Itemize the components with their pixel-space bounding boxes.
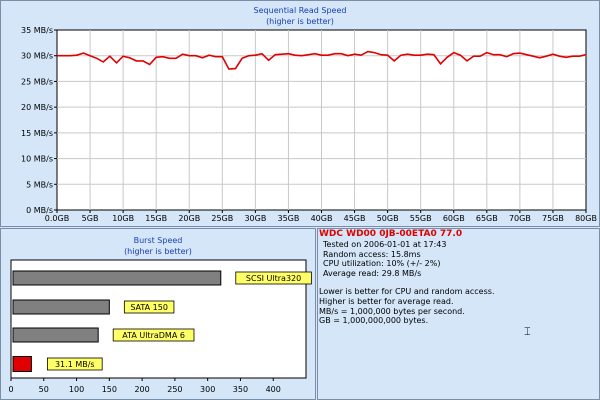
x-tick-label: 50GB <box>377 214 399 223</box>
burst-bar <box>12 356 32 372</box>
burst-x-tick-label: 200 <box>134 385 149 394</box>
x-tick-label: 45GB <box>344 214 366 223</box>
text-cursor-icon: ⌶ <box>524 325 531 338</box>
tested-date: Tested on 2006-01-01 at 17:43 <box>323 240 447 249</box>
burst-bar <box>12 299 110 315</box>
note-lower-better: Lower is better for CPU and random acces… <box>319 287 495 297</box>
burst-bar-label-box <box>123 300 175 314</box>
y-tick-label: 30 MB/s <box>21 52 53 61</box>
random-access: Random access: 15.8ms <box>323 249 421 259</box>
x-tick-label: 60GB <box>443 214 465 223</box>
burst-x-tick-label: 100 <box>69 385 84 394</box>
burst-bar-label: SATA 150 <box>130 303 168 312</box>
burst-bar <box>12 327 99 343</box>
drive-info: WDC WD00 0JB-00ETA0 77.0 Tested on 2006-… <box>319 229 597 326</box>
x-tick-label: 35GB <box>278 214 300 223</box>
x-tick-label: 10GB <box>112 214 134 223</box>
cpu-utilization: CPU utilization: 10% (+/- 2%) <box>323 259 441 269</box>
x-tick-label: 20GB <box>178 214 200 223</box>
x-tick-label: 80GB <box>575 214 597 223</box>
burst-bar-label: SCSI Ultra320 <box>246 274 301 283</box>
x-tick-label: 75GB <box>542 214 564 223</box>
x-tick-label: 15GB <box>145 214 167 223</box>
burst-x-tick-label: 0 <box>8 385 13 394</box>
note-mbs-def: MB/s = 1,000,000 bytes per second. <box>319 306 465 316</box>
x-tick-label: 0.0GB <box>45 214 69 223</box>
burst-bar-label-box <box>46 357 103 371</box>
burst-x-tick-label: 150 <box>102 385 117 394</box>
burst-bar-label: 31.1 MB/s <box>55 360 95 369</box>
y-tick-label: 35 MB/s <box>21 26 53 35</box>
average-read: Average read: 29.8 MB/s <box>323 268 422 278</box>
burst-x-tick-label: 250 <box>167 385 182 394</box>
burst-bar-label-box <box>112 328 195 342</box>
burst-x-tick-label: 400 <box>266 385 281 394</box>
y-tick-label: 15 MB/s <box>21 129 53 138</box>
x-tick-label: 25GB <box>211 214 233 223</box>
x-tick-label: 40GB <box>311 214 333 223</box>
burst-x-tick-label: 350 <box>233 385 248 394</box>
burst-title: Burst Speed <box>133 236 183 245</box>
x-tick-label: 65GB <box>476 214 498 223</box>
burst-subtitle: (higher is better) <box>124 247 192 256</box>
burst-bar <box>12 270 222 286</box>
x-tick-label: 30GB <box>244 214 266 223</box>
y-tick-label: 25 MB/s <box>21 77 53 86</box>
note-higher-better: Higher is better for average read. <box>319 296 454 306</box>
burst-speed-chart: SCSI Ultra320 SATA 150 ATA UltraDMA 6 31.1 … <box>8 259 312 394</box>
y-tick-label: 10 MB/s <box>21 155 53 164</box>
y-tick-label: 5 MB/s <box>26 180 53 189</box>
sequential-read-chart: 0 MB/s 5 MB/s 10 MB/s 15 MB/s 20 MB/s 25 MB/s… <box>21 26 597 223</box>
x-tick-label: 70GB <box>509 214 531 223</box>
sequential-subtitle: (higher is better) <box>266 17 334 26</box>
y-tick-label: 0 MB/s <box>26 206 53 215</box>
burst-x-tick-label: 300 <box>200 385 215 394</box>
sequential-title: Sequential Read Speed <box>253 6 347 15</box>
x-tick-label: 55GB <box>410 214 432 223</box>
burst-bar-label-box <box>235 271 312 285</box>
drive-name: WDC WD00 0JB-00ETA0 77.0 <box>319 229 463 239</box>
note-gb-def: GB = 1,000,000,000 bytes. <box>319 316 429 326</box>
burst-bar-label: ATA UltraDMA 6 <box>122 331 185 340</box>
read-speed-line <box>57 50 587 70</box>
x-tick-label: 5GB <box>82 214 99 223</box>
burst-x-tick-label: 50 <box>39 385 49 394</box>
y-tick-label: 20 MB/s <box>21 103 53 112</box>
